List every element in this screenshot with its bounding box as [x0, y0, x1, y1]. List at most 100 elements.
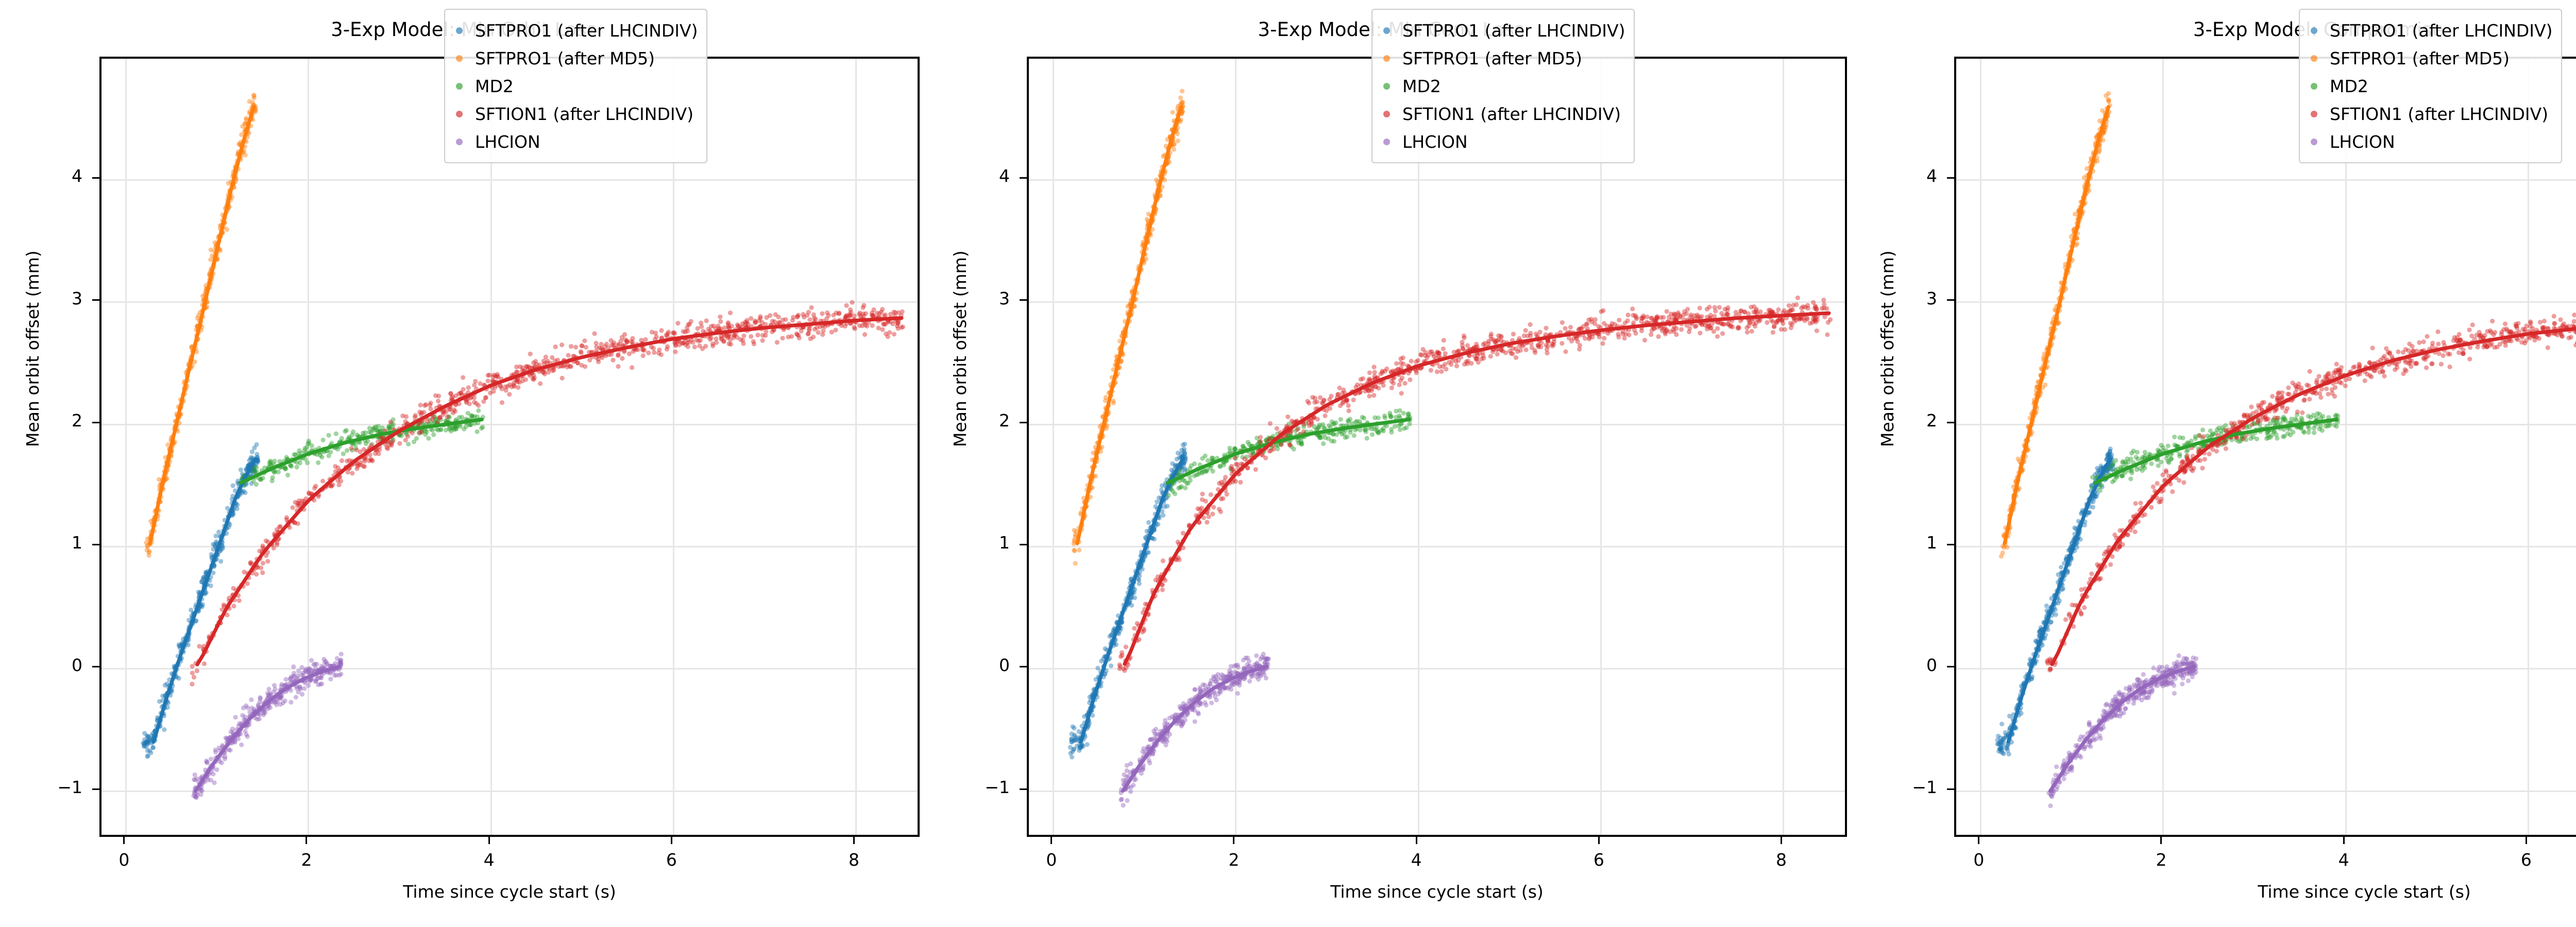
chart-panel-1: 3-Exp Model: Min Orbit Loss02468−101234T… [0, 0, 927, 927]
gridline-horizontal [1029, 301, 1845, 303]
y-tick [92, 299, 99, 301]
gridline-vertical [2527, 59, 2529, 835]
legend-item-label: MD2 [475, 76, 514, 96]
legend-item[interactable]: SFTION1 (after LHCINDIV) [452, 100, 698, 128]
legend-item-label: SFTION1 (after LHCINDIV) [2330, 104, 2549, 124]
legend-item-label: SFTPRO1 (after MD5) [2330, 48, 2510, 68]
fit-curve-sftpro1-after-lhcindiv [151, 457, 258, 744]
legend-item-label: SFTION1 (after LHCINDIV) [1402, 104, 1621, 124]
scatter-series-sftion1-after-lhcindiv [2044, 312, 2576, 673]
gridline-horizontal [1956, 545, 2576, 547]
y-tick [1020, 788, 1027, 790]
y-tick [1947, 421, 1954, 423]
fit-curve-lhcion [1121, 664, 1269, 793]
scatter-series-md2 [1166, 408, 1413, 498]
y-tick-label: 1 [999, 533, 1010, 553]
scatter-series-lhcion [1118, 651, 1271, 808]
legend-item-label: SFTPRO1 (after LHCINDIV) [1402, 20, 1625, 41]
scatter-series-lhcion [2046, 653, 2199, 809]
x-tick [1233, 837, 1235, 844]
legend-item[interactable]: MD2 [452, 72, 698, 100]
y-tick-label: −1 [57, 777, 82, 798]
legend-item[interactable]: MD2 [1379, 72, 1625, 100]
x-tick-label: 4 [1411, 850, 1422, 870]
gridline-horizontal [1029, 790, 1845, 792]
x-tick-label: 6 [1593, 850, 1604, 870]
fit-curve-md2 [1165, 418, 1411, 485]
legend-item[interactable]: SFTION1 (after LHCINDIV) [2307, 100, 2552, 128]
y-tick-label: −1 [985, 777, 1010, 798]
gridline-vertical [1417, 59, 1419, 835]
y-tick-label: 1 [1926, 533, 1937, 553]
gridline-horizontal [1029, 423, 1845, 425]
legend-marker-icon [456, 82, 463, 90]
legend-item[interactable]: SFTPRO1 (after LHCINDIV) [452, 16, 698, 44]
x-tick [1598, 837, 1600, 844]
y-tick-label: 1 [72, 533, 82, 553]
y-tick [92, 666, 99, 668]
legend-marker-icon [456, 138, 463, 145]
gridline-horizontal [101, 301, 918, 303]
gridline-vertical [490, 59, 492, 835]
x-tick [2525, 837, 2527, 844]
x-tick-label: 2 [2156, 850, 2167, 870]
fit-curve-sftpro1-after-md5 [148, 105, 256, 545]
legend-item[interactable]: SFTPRO1 (after LHCINDIV) [2307, 16, 2552, 44]
y-tick [92, 788, 99, 790]
series-layer [1067, 89, 1833, 808]
legend-item-label: LHCION [2330, 131, 2395, 152]
y-axis-label: Mean orbit offset (mm) [23, 250, 43, 447]
x-axis-label: Time since cycle start (s) [403, 882, 616, 902]
legend-item[interactable]: SFTION1 (after LHCINDIV) [1379, 100, 1625, 128]
legend-item[interactable]: LHCION [2307, 128, 2552, 156]
chart-panel-2: 3-Exp Model: Min Conv Loss02468−101234Ti… [927, 0, 1855, 927]
legend-item-label: SFTPRO1 (after LHCINDIV) [475, 20, 698, 41]
y-tick [1020, 666, 1027, 668]
legend-item-label: MD2 [1402, 76, 1441, 96]
gridline-vertical [2345, 59, 2347, 835]
gridline-vertical [1235, 59, 1237, 835]
legend-item[interactable]: MD2 [2307, 72, 2552, 100]
y-tick-label: 0 [72, 655, 82, 675]
y-tick [92, 421, 99, 423]
y-tick-label: 0 [999, 655, 1010, 675]
x-axis-label: Time since cycle start (s) [2258, 882, 2471, 902]
gridline-horizontal [101, 423, 918, 425]
gridline-vertical [1980, 59, 1982, 835]
legend-item-label: SFTPRO1 (after MD5) [1402, 48, 1582, 68]
legend-item[interactable]: SFTPRO1 (after MD5) [452, 44, 698, 72]
fit-curve-md2 [238, 418, 484, 485]
gridline-vertical [1782, 59, 1784, 835]
plot-area [1027, 57, 1847, 837]
legend-item[interactable]: SFTPRO1 (after MD5) [2307, 44, 2552, 72]
gridline-horizontal [1956, 301, 2576, 303]
y-tick-label: 4 [1926, 166, 1937, 186]
x-tick-label: 0 [118, 850, 130, 870]
x-tick [1050, 837, 1053, 844]
legend-marker-icon [1383, 138, 1390, 145]
legend-item[interactable]: LHCION [452, 128, 698, 156]
series-layer [141, 93, 906, 800]
plot-area [1954, 57, 2576, 837]
fit-curve-sftpro1-after-md5 [1075, 105, 1183, 545]
gridline-horizontal [1029, 668, 1845, 670]
legend-item-label: SFTPRO1 (after LHCINDIV) [2330, 20, 2553, 41]
legend-item[interactable]: SFTPRO1 (after MD5) [1379, 44, 1625, 72]
legend-marker-icon [1383, 82, 1390, 90]
fit-curve-sftpro1-after-md5 [2003, 105, 2111, 545]
legend-item[interactable]: LHCION [1379, 128, 1625, 156]
gridline-horizontal [1956, 668, 2576, 670]
x-tick-label: 8 [1775, 850, 1787, 870]
fit-curve-sftpro1-after-lhcindiv [2006, 457, 2112, 744]
legend-item[interactable]: SFTPRO1 (after LHCINDIV) [1379, 16, 1625, 44]
y-tick [1947, 177, 1954, 179]
y-tick [1020, 177, 1027, 179]
gridline-horizontal [1029, 545, 1845, 547]
gridline-vertical [855, 59, 857, 835]
y-axis-label: Mean orbit offset (mm) [950, 250, 970, 447]
y-tick-label: 2 [72, 410, 82, 431]
y-tick-label: 2 [1926, 410, 1937, 431]
legend: SFTPRO1 (after LHCINDIV) SFTPRO1 (after M… [1371, 9, 1635, 163]
y-tick [1947, 543, 1954, 545]
